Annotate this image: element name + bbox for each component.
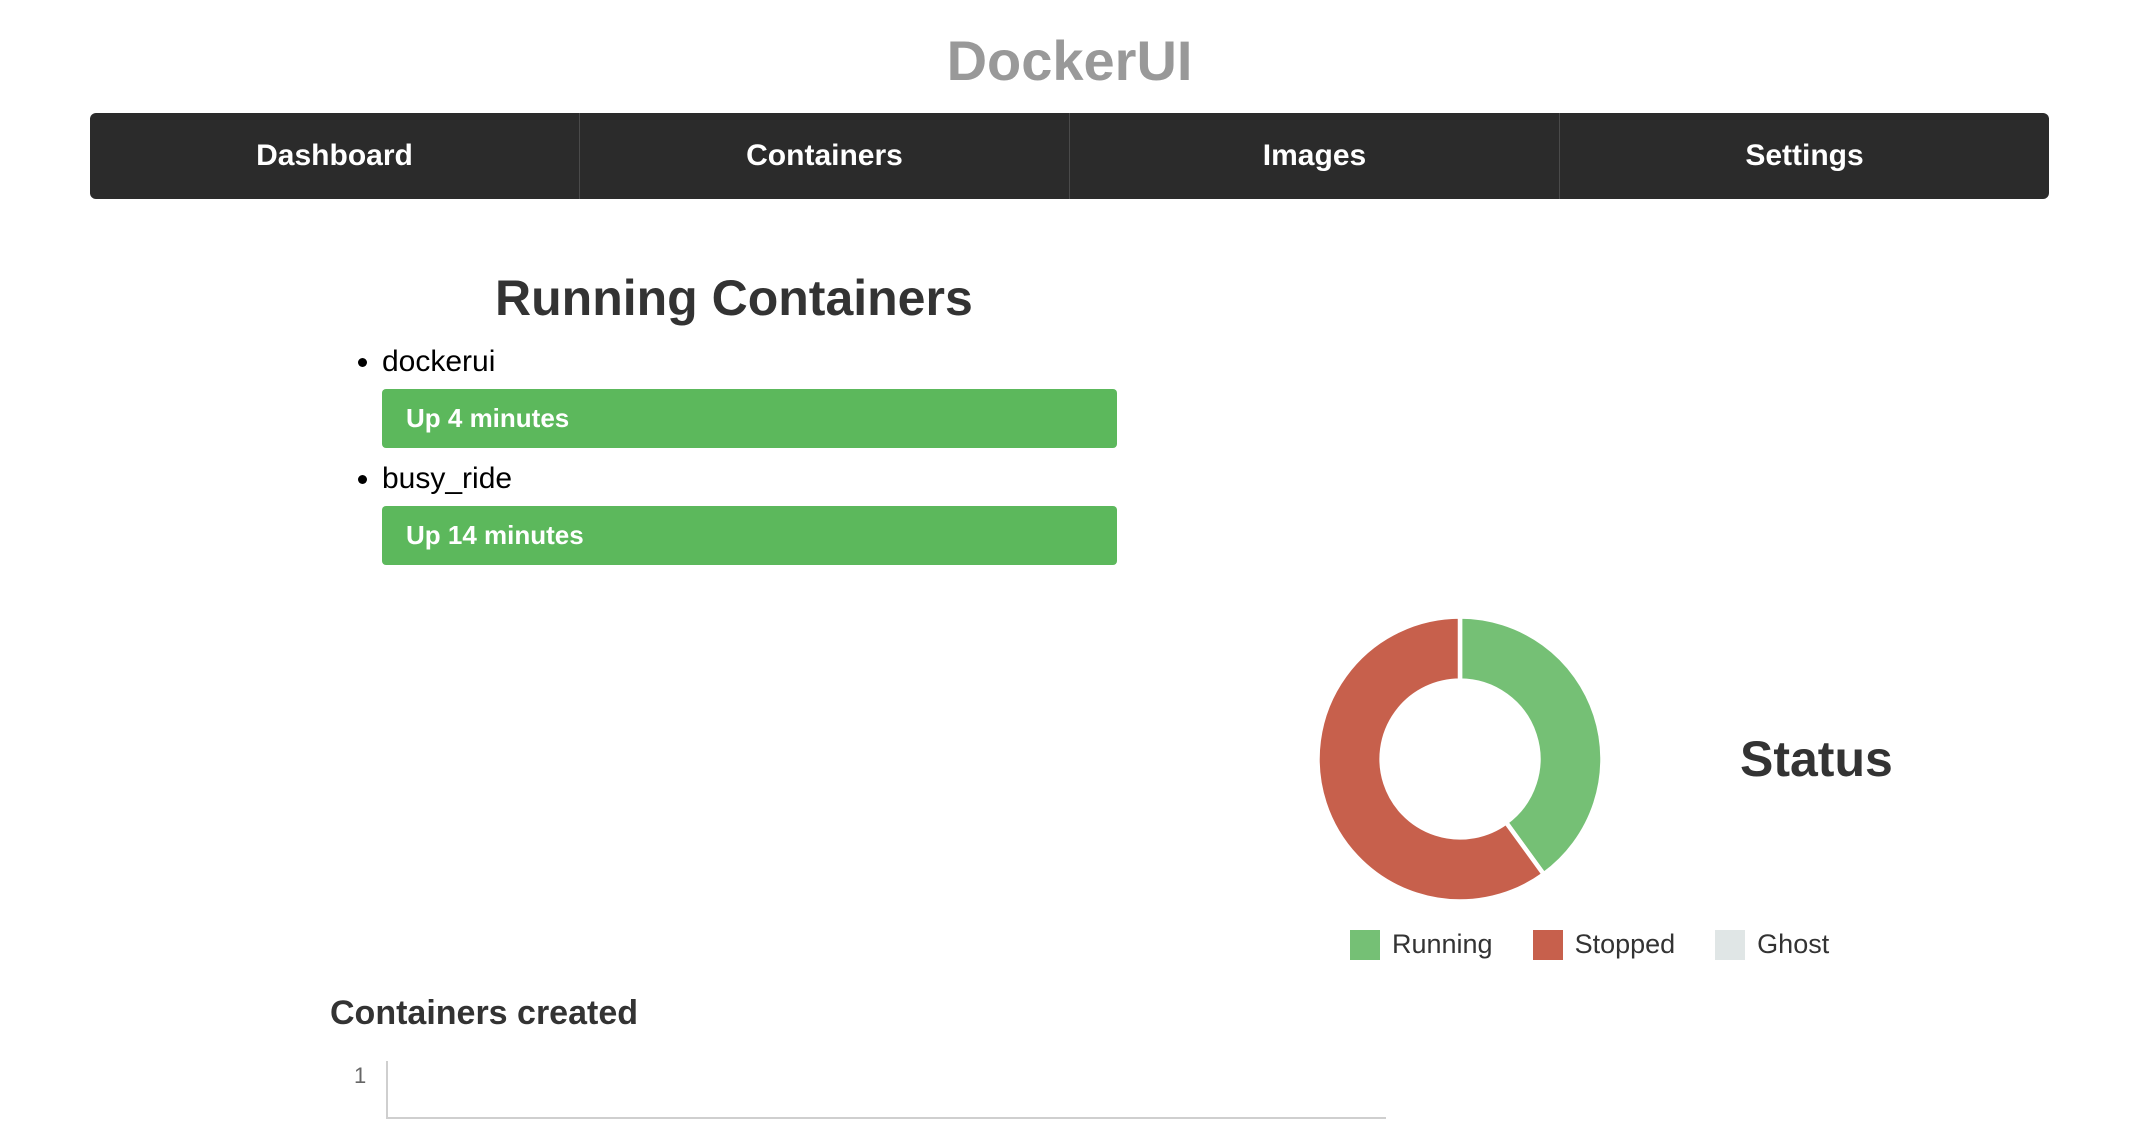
legend-label: Running (1392, 929, 1493, 960)
container-list-item[interactable]: busy_ride Up 14 minutes (382, 462, 1130, 565)
nav-images[interactable]: Images (1069, 113, 1559, 199)
running-containers-heading: Running Containers (495, 269, 1130, 327)
status-donut-chart (1310, 609, 1610, 909)
nav-dashboard[interactable]: Dashboard (90, 113, 579, 199)
legend-label: Ghost (1757, 929, 1829, 960)
legend-swatch (1350, 930, 1380, 960)
containers-created-chart: 1 (354, 1061, 1630, 1121)
legend-label: Stopped (1575, 929, 1676, 960)
status-legend: Running Stopped Ghost (1350, 929, 2010, 960)
container-status-bar: Up 14 minutes (382, 506, 1117, 565)
legend-item-stopped: Stopped (1533, 929, 1676, 960)
containers-created-heading: Containers created (330, 994, 1630, 1033)
container-name: dockerui (382, 345, 495, 378)
nav-settings[interactable]: Settings (1559, 113, 2049, 199)
status-heading: Status (1740, 730, 1893, 788)
nav-containers[interactable]: Containers (579, 113, 1069, 199)
container-list-item[interactable]: dockerui Up 4 minutes (382, 345, 1130, 448)
ytick-label: 1 (354, 1063, 366, 1089)
running-containers-section: Running Containers dockerui Up 4 minutes… (340, 269, 1130, 579)
running-containers-list: dockerui Up 4 minutes busy_ride Up 14 mi… (340, 345, 1130, 565)
main-nav: Dashboard Containers Images Settings (90, 113, 2049, 199)
container-status-bar: Up 4 minutes (382, 389, 1117, 448)
legend-swatch (1533, 930, 1563, 960)
container-name: busy_ride (382, 462, 512, 495)
containers-created-section: Containers created 1 (330, 994, 1630, 1121)
legend-item-ghost: Ghost (1715, 929, 1829, 960)
legend-item-running: Running (1350, 929, 1493, 960)
app-title: DockerUI (0, 0, 2139, 113)
legend-swatch (1715, 930, 1745, 960)
chart-axis (386, 1061, 1386, 1119)
status-section: Status Running Stopped Ghost (1310, 609, 2010, 960)
